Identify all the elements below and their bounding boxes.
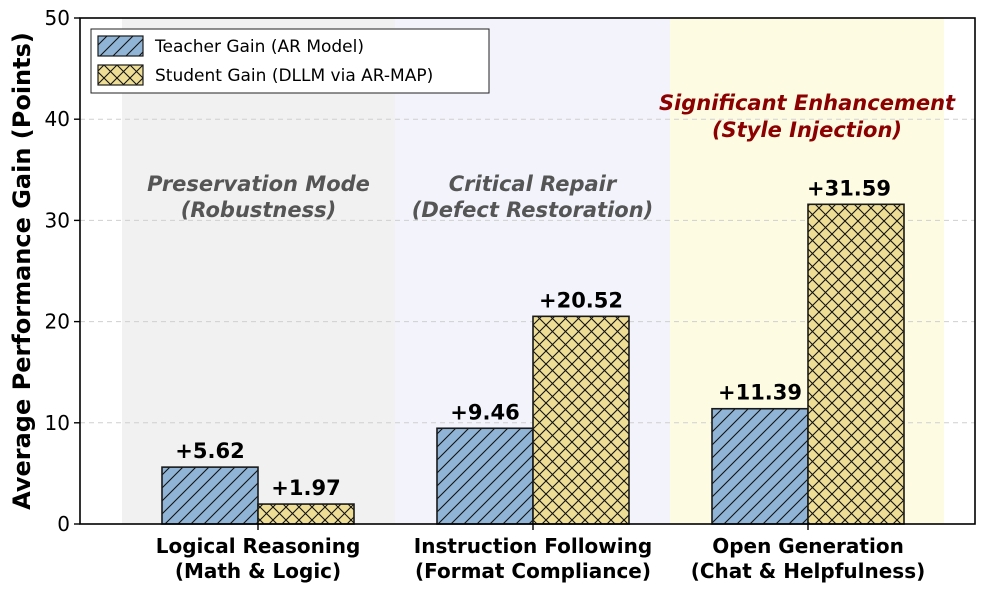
bar-hatch: [807, 203, 905, 525]
region-title: Critical Repair: [449, 172, 618, 196]
legend-box: [90, 28, 490, 94]
y-tick-label: 30: [45, 208, 70, 232]
region-subtitle: (Robustness): [181, 198, 336, 222]
bar-value-label: +20.52: [539, 288, 623, 312]
legend-swatch-hatch: [97, 35, 144, 57]
x-tick-label: Logical Reasoning: [156, 534, 361, 558]
legend-swatch-hatch: [97, 64, 144, 86]
y-tick-label: 50: [45, 6, 70, 30]
y-axis-ticks: 0 10 20 30 40 50: [45, 6, 80, 536]
legend-label: Teacher Gain (AR Model): [154, 37, 364, 57]
bar-hatch: [711, 407, 809, 525]
region-title: Preservation Mode: [147, 172, 370, 196]
y-tick-label: 10: [45, 411, 70, 435]
region-subtitle: (Defect Restoration): [412, 198, 654, 222]
y-tick-label: 0: [57, 512, 70, 536]
y-tick-label: 40: [45, 107, 70, 131]
bar-value-label: +11.39: [718, 381, 802, 405]
bar-hatch: [532, 315, 630, 525]
bar-hatch: [436, 427, 534, 525]
region-background: [122, 18, 395, 524]
bar-value-labels: +5.62 +9.46 +11.39 +1.97 +20.52 +31.59: [175, 176, 891, 500]
bar-hatch: [161, 466, 259, 525]
legend: Teacher Gain (AR Model) Student Gain (DLL…: [90, 28, 490, 94]
bar-value-label: +1.97: [271, 476, 340, 500]
legend-label: Student Gain (DLLM via AR-MAP): [155, 66, 433, 86]
x-tick-sublabel: (Chat & Helpfulness): [691, 559, 926, 583]
bar-value-label: +5.62: [175, 439, 244, 463]
plot-frame: [79, 17, 976, 525]
x-tick-sublabel: (Format Compliance): [415, 559, 651, 583]
x-tick-sublabel: (Math & Logic): [175, 559, 341, 583]
bars: [161, 203, 905, 525]
region-subtitle: (Style Injection): [712, 118, 902, 142]
bar-value-label: +31.59: [807, 176, 891, 200]
region-annotations: Preservation Mode(Robustness) Critical Re…: [147, 91, 956, 222]
bar-value-label: +9.46: [450, 400, 519, 424]
x-tick-label: Open Generation: [712, 534, 904, 558]
y-tick-label: 20: [45, 310, 70, 334]
x-tick-label: Instruction Following: [414, 534, 652, 558]
bar-hatch: [257, 503, 355, 525]
region-title: Significant Enhancement: [659, 91, 956, 115]
y-axis-title: Average Performance Gain (Points): [8, 32, 36, 510]
x-axis-category-labels: Logical Reasoning(Math & Logic) Instructi…: [156, 524, 926, 583]
